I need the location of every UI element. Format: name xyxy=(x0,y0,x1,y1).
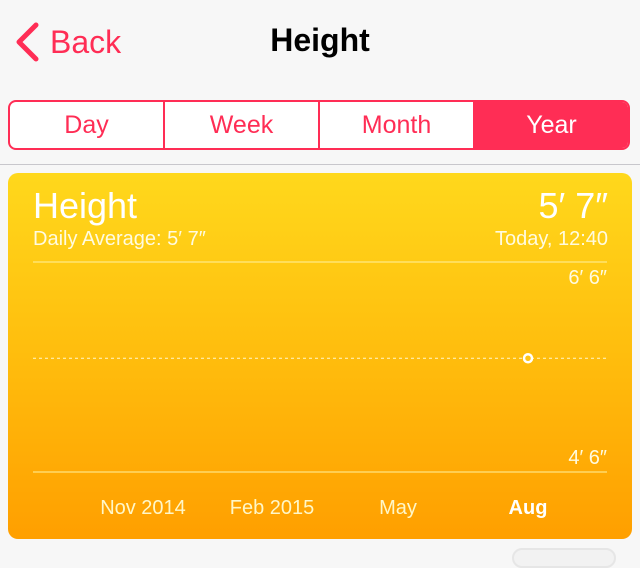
x-tick-label: Nov 2014 xyxy=(100,497,186,519)
card-title: Height xyxy=(33,185,138,226)
toggle-edge xyxy=(512,548,616,568)
divider xyxy=(0,164,640,165)
latest-time: Today, 12:40 xyxy=(494,228,608,250)
x-tick-label: Feb 2015 xyxy=(230,497,315,519)
chevron-left-icon xyxy=(16,22,39,62)
segment-week[interactable]: Week xyxy=(165,102,320,148)
data-point xyxy=(522,353,534,364)
segment-month[interactable]: Month xyxy=(320,102,475,148)
back-label: Back xyxy=(50,23,122,60)
page-title: Height xyxy=(270,22,370,58)
daily-average: Daily Average: 5′ 7″ xyxy=(33,228,206,250)
x-tick-label: Aug xyxy=(509,497,548,519)
y-tick-label: 4′ 6″ xyxy=(568,447,607,469)
latest-value: 5′ 7″ xyxy=(538,185,608,226)
period-segmented-control: Day Week Month Year xyxy=(8,100,630,150)
segment-day[interactable]: Day xyxy=(10,102,165,148)
segment-year[interactable]: Year xyxy=(475,102,628,148)
height-chart: 6′ 6″ 4′ 6″ Nov 2014 Feb 2015 May Aug xyxy=(33,261,607,519)
x-tick-label: May xyxy=(379,497,417,519)
navigation-bar: Back Height xyxy=(0,0,640,88)
back-button[interactable]: Back xyxy=(14,20,121,64)
height-chart-card[interactable]: Height Daily Average: 5′ 7″ 5′ 7″ Today,… xyxy=(8,173,632,539)
y-tick-label: 6′ 6″ xyxy=(568,267,607,289)
